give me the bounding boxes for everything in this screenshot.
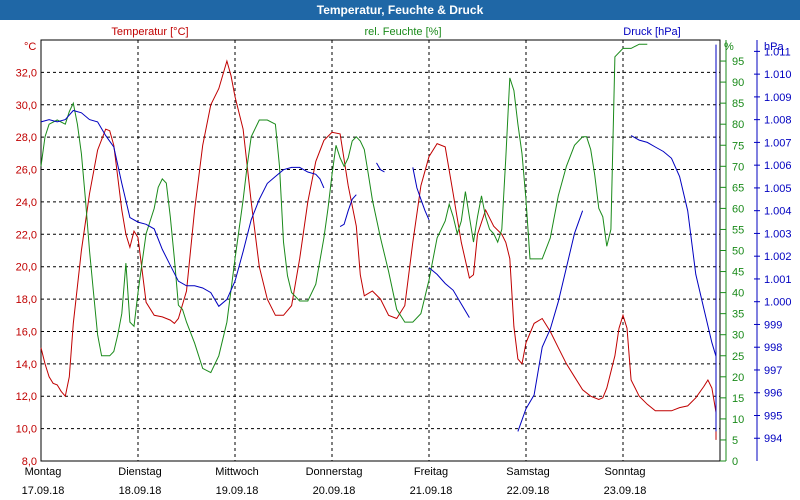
temperature-tick-label: 32,0 bbox=[16, 67, 37, 79]
temperature-tick-label: 10,0 bbox=[16, 424, 37, 436]
x-date-label: 22.09.18 bbox=[507, 485, 550, 497]
humidity-tick-label: 55 bbox=[732, 224, 744, 236]
temperature-unit-label: °C bbox=[24, 41, 36, 53]
temperature-tick-label: 30,0 bbox=[16, 100, 37, 112]
x-day-label: Mittwoch bbox=[215, 466, 258, 478]
series-line-pressure bbox=[40, 109, 325, 308]
series-line-pressure bbox=[428, 267, 470, 318]
pressure-tick-label: 1.011 bbox=[764, 46, 791, 58]
pressure-tick-label: 1.010 bbox=[764, 69, 792, 81]
humidity-tick-label: 65 bbox=[732, 182, 744, 194]
x-date-label: 20.09.18 bbox=[313, 485, 356, 497]
x-date-label: 21.09.18 bbox=[410, 485, 453, 497]
humidity-tick-label: 90 bbox=[732, 77, 744, 89]
humidity-tick-label: 30 bbox=[732, 330, 744, 342]
pressure-tick-label: 995 bbox=[764, 410, 782, 422]
temperature-tick-label: 24,0 bbox=[16, 197, 37, 209]
pressure-tick-label: 1.006 bbox=[764, 160, 792, 172]
humidity-tick-label: 70 bbox=[732, 161, 744, 173]
x-day-label: Montag bbox=[25, 466, 62, 478]
series-line-pressure bbox=[339, 194, 357, 228]
humidity-tick-label: 15 bbox=[732, 393, 744, 405]
x-day-label: Freitag bbox=[414, 466, 448, 478]
x-date-label: 18.09.18 bbox=[119, 485, 162, 497]
humidity-tick-label: 0 bbox=[732, 456, 738, 468]
series-line-humidity bbox=[40, 43, 648, 374]
pressure-tick-label: 999 bbox=[764, 319, 782, 331]
x-day-label: Dienstag bbox=[118, 466, 161, 478]
humidity-tick-label: 95 bbox=[732, 56, 744, 68]
weather-chart: 8,0 10,0 12,0 14,0 16,0 18,0 20,0 22,0 24,0 26,0 2… bbox=[16, 26, 792, 497]
humidity-tick-label: 75 bbox=[732, 140, 744, 152]
humidity-tick-label: 25 bbox=[732, 351, 744, 363]
series-line-pressure bbox=[517, 210, 584, 432]
pressure-tick-label: 1.003 bbox=[764, 228, 792, 240]
chart-title: Temperatur, Feuchte & Druck bbox=[0, 0, 800, 20]
humidity-tick-label: 20 bbox=[732, 372, 744, 384]
temperature-tick-label: 26,0 bbox=[16, 165, 37, 177]
series-lines bbox=[40, 43, 717, 440]
humidity-tick-label: 60 bbox=[732, 203, 744, 215]
temperature-tick-label: 14,0 bbox=[16, 359, 37, 371]
pressure-tick-label: 998 bbox=[764, 342, 782, 354]
humidity-unit-label: % bbox=[724, 41, 734, 53]
humidity-tick-label: 45 bbox=[732, 267, 744, 279]
humidity-tick-label: 50 bbox=[732, 246, 744, 258]
pressure-tick-label: 1.001 bbox=[764, 274, 792, 286]
temperature-tick-label: 22,0 bbox=[16, 229, 37, 241]
x-day-label: Donnerstag bbox=[306, 466, 363, 478]
pressure-tick-label: 1.008 bbox=[764, 115, 792, 127]
temperature-tick-label: 12,0 bbox=[16, 391, 37, 403]
pressure-tick-label: 994 bbox=[764, 433, 782, 445]
x-date-label: 17.09.18 bbox=[22, 485, 65, 497]
series-line-pressure bbox=[630, 44, 717, 432]
x-day-label: Samstag bbox=[506, 466, 549, 478]
series-line-pressure bbox=[412, 167, 430, 221]
x-date-label: 23.09.18 bbox=[604, 485, 647, 497]
humidity-axis-title: rel. Feuchte [%] bbox=[364, 26, 441, 38]
temperature-tick-label: 28,0 bbox=[16, 132, 37, 144]
x-day-label: Sonntag bbox=[605, 466, 646, 478]
humidity-tick-label: 10 bbox=[732, 414, 744, 426]
temperature-tick-label: 18,0 bbox=[16, 294, 37, 306]
humidity-tick-label: 85 bbox=[732, 98, 744, 110]
plot-border bbox=[40, 39, 721, 462]
humidity-tick-label: 80 bbox=[732, 119, 744, 131]
grid bbox=[41, 40, 720, 462]
humidity-tick-label: 5 bbox=[732, 435, 738, 447]
temperature-tick-label: 16,0 bbox=[16, 326, 37, 338]
x-date-label: 19.09.18 bbox=[216, 485, 259, 497]
axes bbox=[40, 39, 760, 462]
pressure-tick-label: 1.000 bbox=[764, 297, 792, 309]
pressure-tick-label: 1.009 bbox=[764, 92, 792, 104]
pressure-tick-label: 1.002 bbox=[764, 251, 792, 263]
series-line-temperature bbox=[40, 59, 717, 440]
series-line-pressure bbox=[376, 162, 385, 173]
humidity-tick-label: 40 bbox=[732, 288, 744, 300]
axis-labels: 8,0 10,0 12,0 14,0 16,0 18,0 20,0 22,0 24,0 26,0 2… bbox=[16, 26, 792, 497]
humidity-tick-label: 35 bbox=[732, 309, 744, 321]
pressure-tick-label: 1.005 bbox=[764, 183, 792, 195]
pressure-tick-label: 1.007 bbox=[764, 137, 792, 149]
pressure-tick-label: 1.004 bbox=[764, 206, 792, 218]
temperature-tick-label: 20,0 bbox=[16, 262, 37, 274]
pressure-axis-title: Druck [hPa] bbox=[623, 26, 680, 38]
pressure-tick-label: 997 bbox=[764, 365, 782, 377]
temperature-tick-label: 8,0 bbox=[22, 456, 37, 468]
pressure-unit-label: hPa bbox=[764, 41, 784, 53]
pressure-tick-label: 996 bbox=[764, 388, 782, 400]
temperature-axis-title: Temperatur [°C] bbox=[111, 26, 188, 38]
